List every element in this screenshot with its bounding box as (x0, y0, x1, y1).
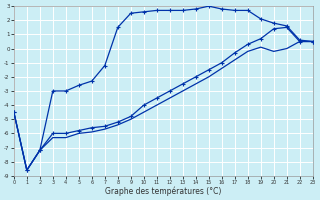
X-axis label: Graphe des températures (°C): Graphe des températures (°C) (105, 186, 221, 196)
